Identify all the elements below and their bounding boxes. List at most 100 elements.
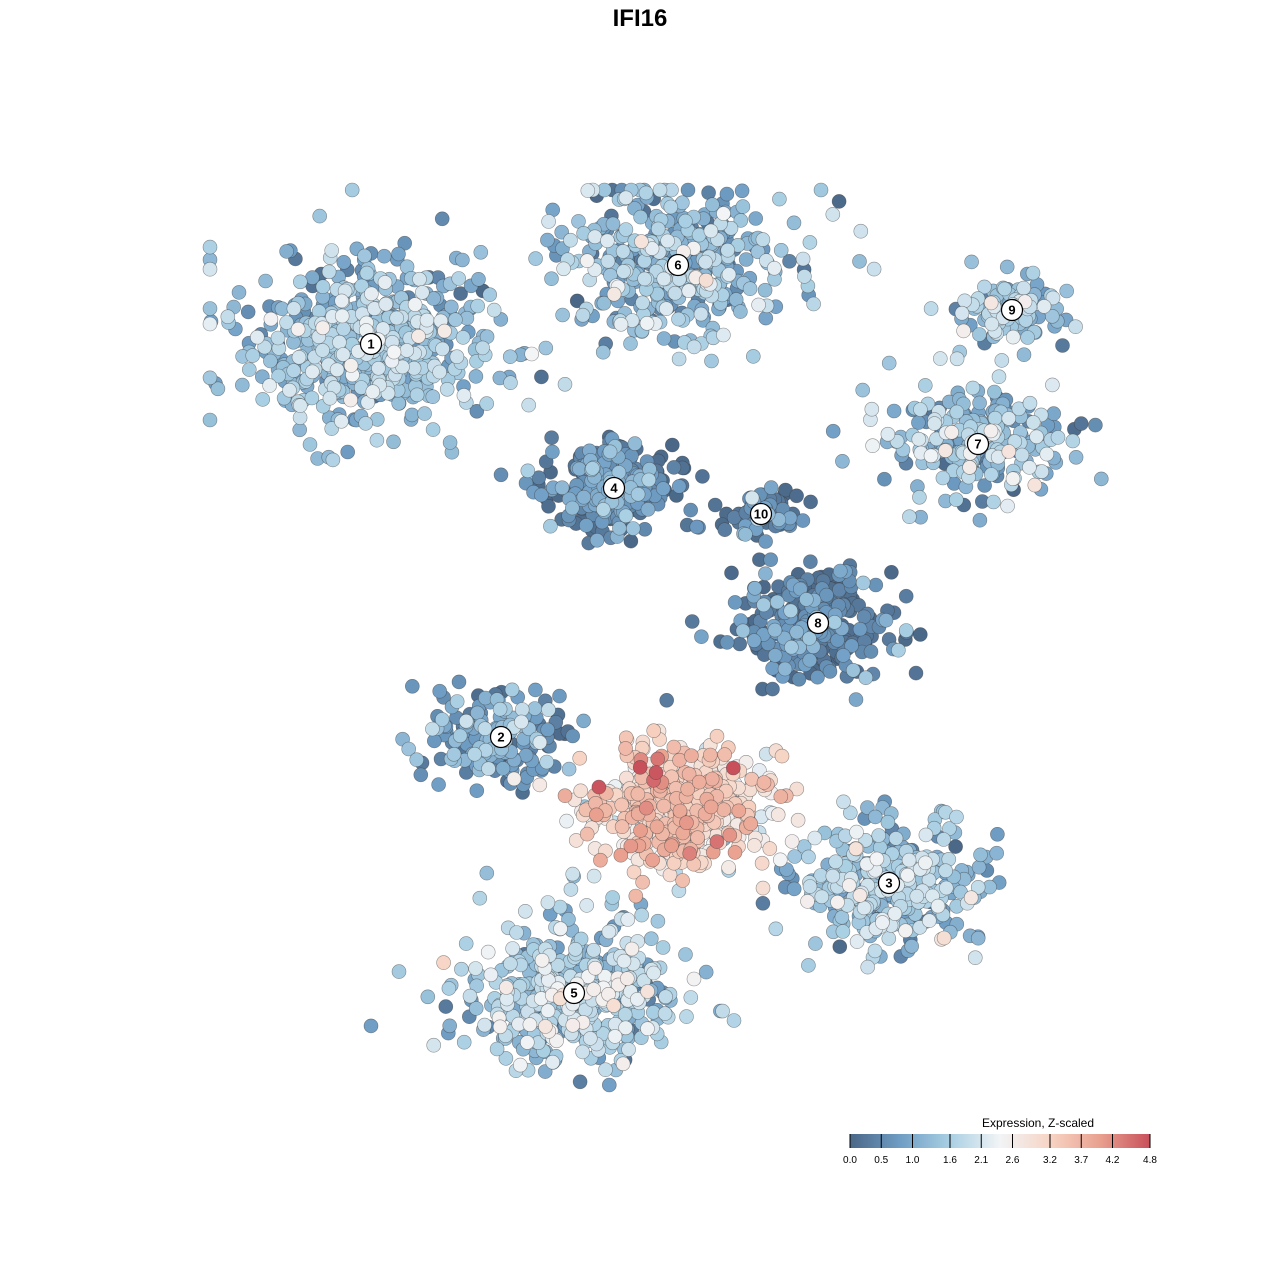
cell-point — [682, 846, 698, 861]
cell-point — [1059, 283, 1074, 299]
cell-point — [733, 304, 748, 319]
cell-point — [671, 479, 687, 494]
cell-point — [802, 652, 818, 668]
cell-point — [977, 279, 992, 295]
cluster-label-5: 5 — [562, 981, 586, 1005]
cell-point — [451, 674, 467, 690]
cell-point — [534, 369, 549, 385]
cell-point — [614, 819, 630, 835]
cell-point — [965, 380, 981, 396]
cell-point — [994, 353, 1010, 368]
cell-point — [977, 478, 992, 493]
cell-point — [898, 588, 914, 604]
colorbar-tick-label: 0.0 — [843, 1155, 857, 1166]
cell-point — [556, 261, 571, 277]
cell-points-layer — [202, 182, 1109, 1093]
cell-point — [479, 396, 495, 411]
cell-point — [680, 781, 696, 797]
cell-point — [806, 296, 821, 312]
cell-point — [575, 307, 591, 323]
colorbar-tick-label: 3.2 — [1043, 1155, 1057, 1166]
cell-point — [655, 481, 671, 496]
cell-point — [538, 1019, 553, 1034]
cell-point — [802, 631, 817, 646]
cluster-label-4: 4 — [602, 476, 626, 500]
cell-point — [1025, 265, 1041, 281]
cluster-label-10: 10 — [749, 502, 773, 526]
cell-point — [605, 216, 621, 232]
cell-point — [541, 702, 556, 718]
cell-point — [1016, 347, 1032, 363]
cell-point — [625, 521, 641, 536]
cell-point — [983, 467, 999, 482]
cell-point — [467, 746, 482, 762]
cell-point — [315, 343, 330, 358]
cell-point — [528, 251, 543, 266]
cluster-label-8: 8 — [806, 611, 830, 635]
cell-point — [999, 259, 1015, 275]
cell-point — [378, 296, 394, 312]
cell-point — [292, 422, 308, 438]
cell-point — [784, 639, 799, 655]
cell-point — [650, 221, 666, 237]
cell-point — [944, 424, 960, 440]
cell-point — [401, 741, 417, 757]
cluster-label-2: 2 — [489, 725, 513, 749]
cell-point — [503, 956, 518, 972]
cell-point — [867, 943, 883, 959]
cell-point — [538, 340, 554, 356]
cell-point — [774, 748, 790, 764]
cell-point — [827, 614, 842, 630]
cell-point — [912, 627, 928, 642]
cell-point — [707, 497, 723, 513]
cell-point — [789, 488, 804, 504]
cell-point — [721, 860, 736, 875]
cell-point — [646, 723, 662, 739]
cell-point — [880, 814, 896, 830]
cell-point — [913, 402, 928, 417]
cell-point — [698, 272, 714, 288]
cell-point — [596, 295, 612, 311]
cell-point — [962, 460, 977, 475]
cell-point — [858, 832, 873, 848]
cell-point — [835, 648, 851, 663]
cell-point — [325, 452, 341, 468]
cell-point — [343, 358, 359, 373]
cell-point — [202, 316, 218, 332]
cell-point — [595, 502, 611, 517]
cell-point — [432, 683, 448, 699]
cell-point — [898, 923, 913, 939]
colorbar-tick-label: 1.0 — [906, 1155, 920, 1166]
cell-point — [886, 403, 902, 419]
cell-point — [1068, 319, 1083, 335]
colorbar-tick-label: 4.8 — [1143, 1155, 1157, 1166]
cell-point — [786, 215, 802, 231]
cell-point — [587, 229, 603, 245]
cell-point — [912, 489, 927, 505]
cell-point — [544, 271, 559, 287]
cell-point — [453, 286, 468, 301]
cell-point — [694, 629, 709, 645]
cell-point — [576, 713, 591, 729]
cell-point — [437, 323, 452, 339]
cell-point — [612, 520, 627, 536]
cell-point — [644, 241, 660, 256]
colorbar-ticks: 0.0 0.5 1.0 1.6 2.1 2.6 3.2 3.7 4.2 4.8 — [843, 1134, 1157, 1166]
cell-point — [744, 490, 760, 506]
cell-point — [240, 304, 256, 320]
cell-point — [623, 336, 638, 351]
cell-point — [679, 1009, 694, 1024]
cell-point — [586, 868, 602, 884]
cluster-label-text: 9 — [1008, 303, 1015, 318]
cell-point — [479, 865, 495, 881]
cell-point — [399, 343, 415, 358]
cell-point — [904, 938, 920, 954]
cell-point — [442, 1018, 458, 1034]
cell-point — [451, 271, 467, 286]
cell-point — [458, 713, 474, 729]
cell-point — [419, 312, 435, 328]
cell-point — [637, 271, 652, 287]
cell-point — [580, 183, 596, 198]
cell-point — [800, 894, 815, 909]
cell-point — [468, 961, 483, 976]
